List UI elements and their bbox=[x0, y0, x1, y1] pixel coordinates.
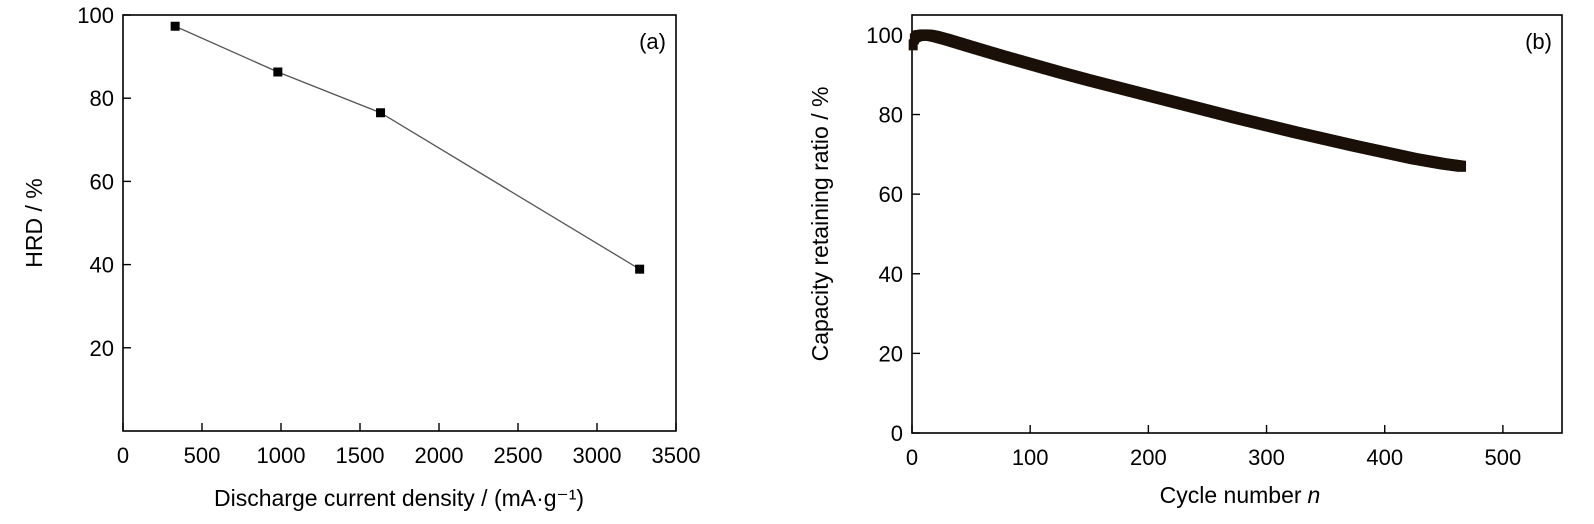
y-tick-label: 20 bbox=[90, 336, 114, 361]
series-line bbox=[174, 25, 640, 270]
x-tick-label: 300 bbox=[1248, 445, 1285, 470]
x-tick-label: 500 bbox=[184, 443, 221, 468]
y-axis-a: 20 40 60 80 100 bbox=[77, 3, 131, 361]
x-axis-title-b: Cycle number n bbox=[1160, 482, 1321, 508]
data-point bbox=[376, 108, 386, 118]
x-tick-label: 400 bbox=[1366, 445, 1403, 470]
panel-label-a: (a) bbox=[639, 29, 666, 54]
data-point bbox=[1457, 160, 1467, 172]
x-tick-label: 2500 bbox=[494, 443, 543, 468]
y-tick-label: 40 bbox=[879, 262, 903, 287]
x-axis-a: 0 500 1000 1500 2000 2500 3000 3500 bbox=[117, 423, 701, 468]
y-tick-label: 40 bbox=[90, 253, 114, 278]
series-a bbox=[170, 21, 645, 274]
x-tick-label: 3500 bbox=[652, 443, 701, 468]
x-tick-label: 100 bbox=[1012, 445, 1049, 470]
x-tick-label: 0 bbox=[906, 445, 918, 470]
y-tick-label: 0 bbox=[891, 421, 903, 446]
plot-frame-a bbox=[122, 14, 677, 432]
x-axis-title-b-italic: n bbox=[1308, 482, 1321, 508]
chart-b: 0 100 200 300 400 500 0 20 40 60 80 100 (b) Cycle … bbox=[807, 14, 1563, 508]
panel-label-b: (b) bbox=[1525, 29, 1552, 54]
y-tick-label: 100 bbox=[77, 3, 114, 28]
x-tick-label: 500 bbox=[1485, 445, 1522, 470]
y-axis-b: 0 20 40 60 80 100 bbox=[866, 23, 920, 446]
series-b bbox=[908, 29, 1467, 172]
y-tick-label: 60 bbox=[879, 182, 903, 207]
x-axis-b: 0 100 200 300 400 500 bbox=[906, 425, 1521, 470]
x-tick-label: 3000 bbox=[573, 443, 622, 468]
y-tick-label: 80 bbox=[90, 86, 114, 111]
plot-frame-b bbox=[911, 14, 1563, 434]
x-tick-label: 200 bbox=[1130, 445, 1167, 470]
y-axis-title-b: Capacity retaining ratio / % bbox=[807, 87, 833, 362]
x-axis-title-b-text: Cycle number bbox=[1160, 482, 1302, 508]
data-point bbox=[170, 21, 180, 31]
y-tick-label: 80 bbox=[879, 103, 903, 128]
y-tick-label: 100 bbox=[866, 23, 903, 48]
x-axis-title-a: Discharge current density / (mA·g⁻¹) bbox=[214, 485, 584, 511]
y-tick-label: 60 bbox=[90, 169, 114, 194]
x-tick-label: 1500 bbox=[336, 443, 385, 468]
chart-a: 0 500 1000 1500 2000 2500 3000 3500 20 40 60 80 100… bbox=[21, 3, 700, 511]
x-tick-label: 1000 bbox=[257, 443, 306, 468]
data-point bbox=[635, 264, 645, 274]
data-point bbox=[273, 67, 283, 77]
y-tick-label: 20 bbox=[879, 341, 903, 366]
x-tick-label: 2000 bbox=[415, 443, 464, 468]
x-tick-label: 0 bbox=[117, 443, 129, 468]
y-axis-title-a: HRD / % bbox=[21, 178, 47, 267]
data-point bbox=[908, 39, 918, 51]
